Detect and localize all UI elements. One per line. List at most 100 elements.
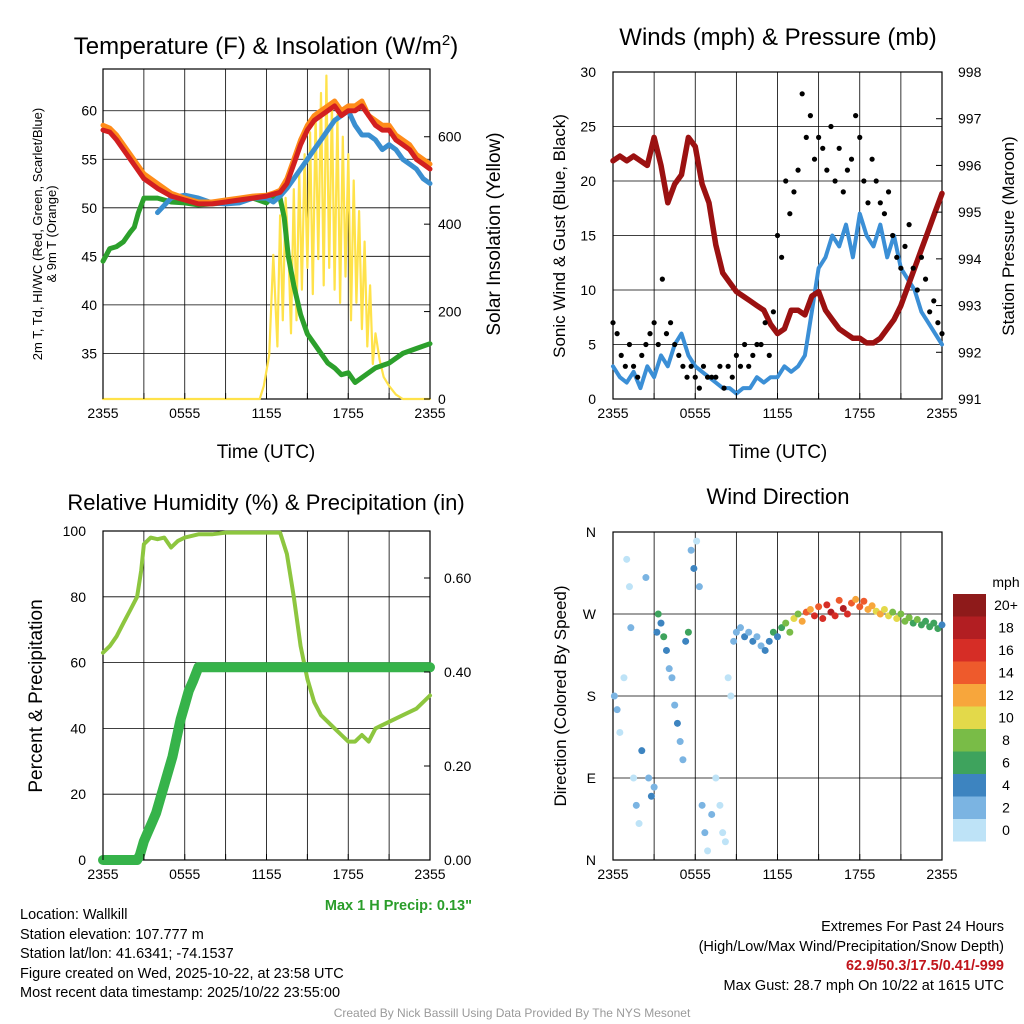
station-elevation: Station elevation: 107.777 m — [20, 926, 204, 943]
colorbar-label: 18 — [998, 620, 1014, 636]
wind-direction-point — [811, 612, 819, 620]
colorbar-label: 20+ — [994, 597, 1018, 613]
wind-direction-point — [676, 738, 684, 746]
gust-point — [832, 178, 838, 184]
wind-xtick-label: 2355 — [926, 405, 957, 421]
wind-xtick-label: 0555 — [680, 405, 711, 421]
gust-point — [774, 232, 781, 239]
gust-point — [692, 374, 698, 380]
wind-direction-point — [815, 603, 823, 611]
station-latlon: Station lat/lon: 41.6341; -74.1537 — [20, 946, 234, 963]
wind-direction-point — [782, 619, 790, 627]
gust-point — [630, 363, 637, 369]
wind-direction-xtick-label: 1755 — [844, 866, 875, 882]
solar-ytick-label: 400 — [438, 216, 462, 232]
wind-direction-panel: Wind Direction 2355 0555 1155 1755 2355NESWN… — [551, 484, 1020, 882]
gust-point — [902, 243, 908, 249]
gust-point — [742, 341, 748, 348]
temperature-xtick-label: 1155 — [251, 405, 281, 421]
gust-point — [881, 211, 888, 217]
wind-direction-point — [745, 628, 753, 636]
wind-direction-point — [721, 838, 729, 846]
gust-point — [721, 385, 727, 391]
gust-point — [820, 145, 826, 151]
humidity-precip-panel: Relative Humidity (%) & Precipitation (i… — [26, 490, 472, 914]
wind-direction-point — [819, 615, 827, 623]
accumulated-precip-line — [98, 662, 435, 865]
speed-colorbar: 20+ 18 16 14 12 10 8 6 4 2 0 — [953, 594, 1018, 842]
pressure-ytick-label: 996 — [958, 157, 982, 173]
wind-direction-point — [645, 774, 653, 782]
wind-panel-title: Winds (mph) & Pressure (mb) — [619, 24, 936, 51]
precip-ytick-label: 0.00 — [444, 852, 471, 868]
wind-direction-point — [724, 674, 732, 682]
wind-direction-point — [690, 564, 698, 572]
series-temp-line — [100, 103, 433, 207]
pressure-ytick-label: 998 — [958, 64, 982, 80]
colorbar-swatch — [953, 616, 986, 639]
gust-point — [614, 331, 620, 337]
gust-point — [766, 352, 772, 358]
pressure-y-axis-label: Station Pressure (Maroon) — [999, 136, 1018, 335]
gust-point — [758, 341, 764, 348]
colorbar-swatch — [953, 639, 986, 662]
gust-point — [770, 309, 776, 315]
humidity-xtick-label: 2355 — [414, 866, 445, 882]
gust-point — [647, 331, 653, 337]
wind-direction-point — [786, 628, 794, 636]
gust-point — [918, 254, 925, 260]
colorbar-label: 14 — [998, 665, 1014, 681]
gust-point — [787, 211, 793, 217]
wind-direction-point — [880, 605, 888, 613]
gust-point — [713, 374, 719, 380]
pressure-ytick-label: 993 — [958, 298, 982, 314]
gust-point — [729, 374, 735, 380]
gust-point — [663, 331, 670, 337]
wind-direction-point — [730, 637, 738, 645]
gust-point — [857, 134, 863, 140]
gust-point — [704, 374, 711, 380]
wind-direction-point — [790, 615, 798, 623]
gust-point — [865, 200, 871, 206]
wind-direction-point — [774, 633, 781, 641]
humidity-ytick-label: 20 — [70, 786, 86, 802]
wind-direction-point — [665, 665, 673, 673]
gust-point — [651, 320, 657, 326]
colorbar-label: 10 — [998, 710, 1014, 726]
colorbar-label: 12 — [998, 687, 1014, 703]
temperature-ytick-label: 45 — [81, 248, 97, 264]
wind-direction-point — [638, 747, 646, 755]
colorbar-title: mph — [992, 574, 1019, 590]
extremes-values: 62.9/50.3/17.5/0.41/-999 — [845, 958, 1004, 975]
wind-direction-point — [798, 617, 806, 625]
sonic-wind-line — [611, 211, 944, 396]
gust-point — [844, 167, 851, 173]
pressure-ytick-label: 991 — [958, 391, 982, 407]
gust-point — [799, 91, 805, 97]
humidity-ytick-label: 60 — [70, 655, 86, 671]
temperature-ytick-label: 40 — [81, 297, 97, 313]
gust-point — [655, 341, 661, 348]
gust-point — [873, 178, 879, 184]
wind-x-axis-label: Time (UTC) — [729, 442, 828, 463]
gust-point — [906, 222, 912, 228]
wind-direction-point — [647, 792, 655, 800]
wind-series — [610, 91, 945, 396]
humidity-xtick-label: 1155 — [251, 866, 281, 882]
pressure-ytick-label: 992 — [958, 344, 982, 360]
wind-direction-point — [650, 783, 658, 791]
wind-ytick-label: 0 — [588, 391, 596, 407]
wind-direction-point — [831, 612, 839, 620]
wind-direction-point — [657, 619, 665, 627]
wind-direction-points — [610, 537, 946, 855]
wind-direction-point — [930, 619, 938, 627]
wind-ytick-label: 30 — [580, 64, 596, 80]
extremes-subheading: (High/Low/Max Wind/Precipitation/Snow De… — [698, 938, 1004, 955]
most-recent-timestamp: Most recent data timestamp: 2025/10/22 2… — [20, 985, 341, 1002]
gust-point — [840, 189, 846, 195]
wind-direction-point — [806, 605, 814, 613]
temperature-panel-title: Temperature (F) & Insolation (W/m2) — [74, 32, 458, 60]
wind-direction-point — [852, 595, 860, 603]
gust-point — [667, 320, 674, 326]
wind-xtick-label: 1155 — [762, 405, 792, 421]
